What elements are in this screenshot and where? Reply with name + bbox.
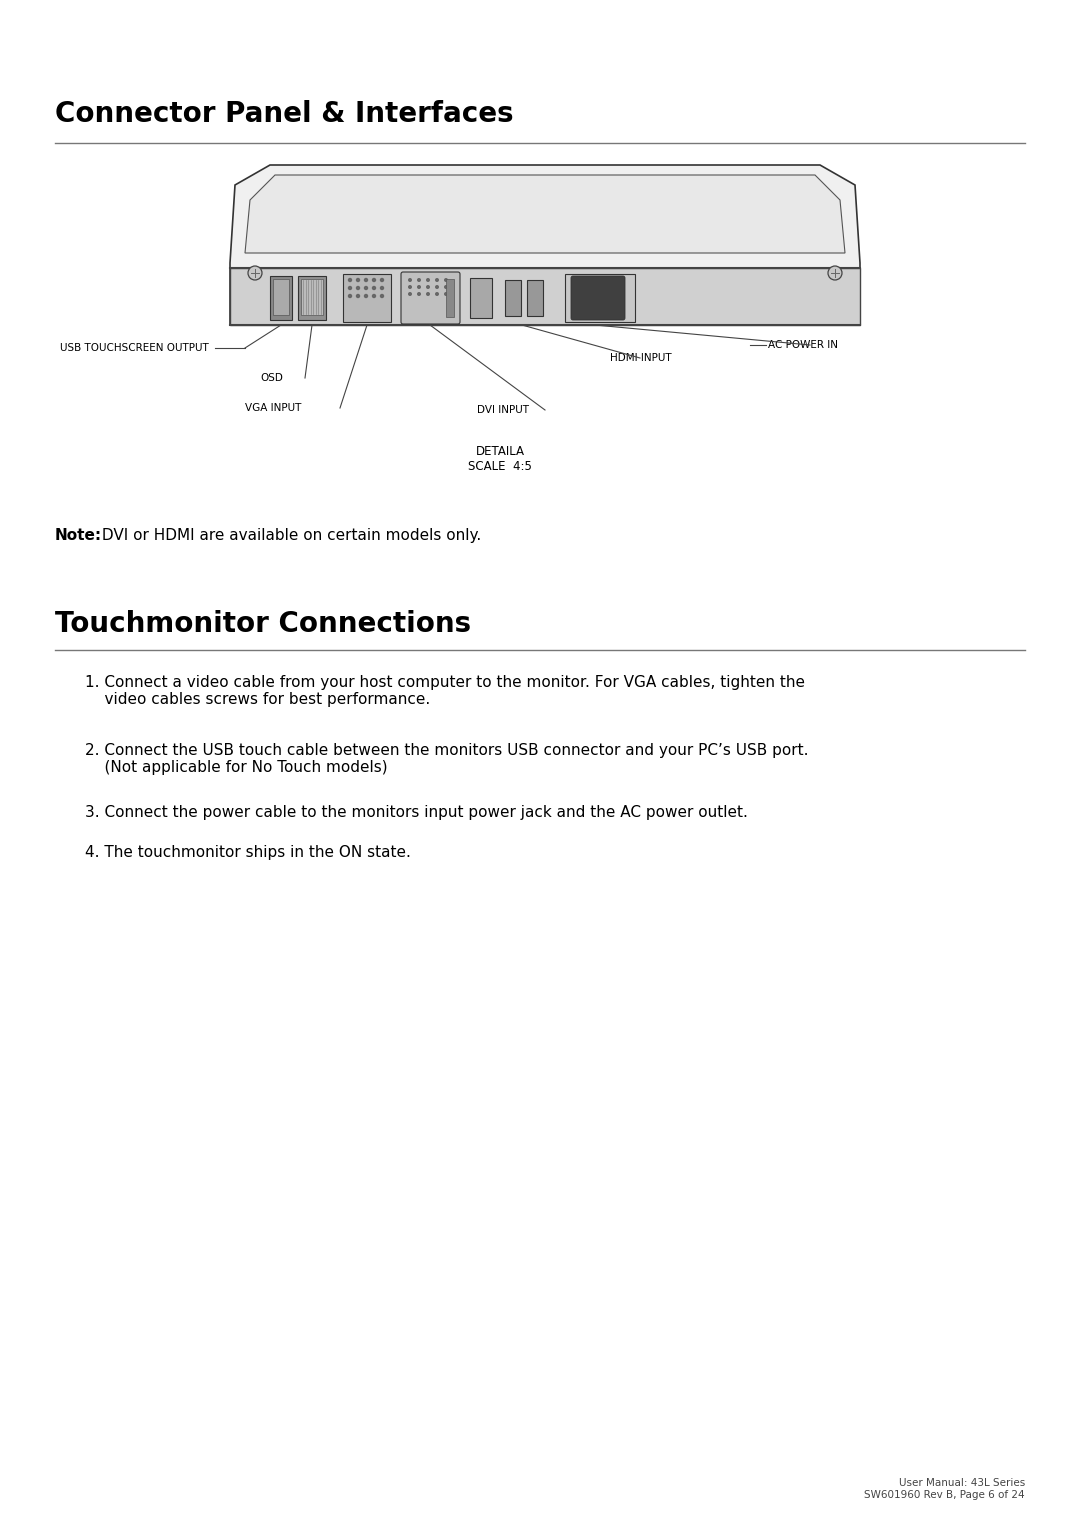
Circle shape [408,286,411,289]
Text: User Manual: 43L Series
SW601960 Rev B, Page 6 of 24: User Manual: 43L Series SW601960 Rev B, … [864,1479,1025,1500]
Bar [343,274,391,322]
Text: AC POWER IN: AC POWER IN [768,341,838,350]
Circle shape [380,278,384,283]
Circle shape [355,278,361,283]
FancyBboxPatch shape [571,277,625,319]
Bar [301,280,323,315]
Text: VGA INPUT: VGA INPUT [245,403,301,413]
Circle shape [408,278,411,283]
Bar [527,280,543,316]
Bar [446,280,454,316]
Text: OSD: OSD [260,373,283,384]
Circle shape [355,293,361,298]
Circle shape [248,266,262,280]
Circle shape [444,292,448,296]
Circle shape [426,278,430,283]
Text: DVI INPUT: DVI INPUT [477,405,529,416]
Text: Touchmonitor Connections: Touchmonitor Connections [55,610,471,639]
Circle shape [435,286,438,289]
Bar [470,278,492,318]
Circle shape [380,286,384,290]
Circle shape [348,286,352,290]
Text: 2. Connect the USB touch cable between the monitors USB connector and your PC’s : 2. Connect the USB touch cable between t… [85,743,809,775]
Circle shape [355,286,361,290]
Circle shape [417,278,421,283]
Circle shape [435,278,438,283]
Circle shape [444,286,448,289]
Text: 1. Connect a video cable from your host computer to the monitor. For VGA cables,: 1. Connect a video cable from your host … [85,675,805,707]
Bar [270,277,292,319]
Bar [230,267,860,325]
Circle shape [426,292,430,296]
Circle shape [426,286,430,289]
Polygon shape [230,165,860,325]
Polygon shape [245,176,845,254]
Text: 4. The touchmonitor ships in the ON state.: 4. The touchmonitor ships in the ON stat… [85,845,410,860]
Circle shape [828,266,842,280]
Text: DETAILA
SCALE  4:5: DETAILA SCALE 4:5 [468,445,532,474]
Circle shape [372,293,376,298]
Circle shape [417,286,421,289]
Bar [273,280,289,315]
Text: 3. Connect the power cable to the monitors input power jack and the AC power out: 3. Connect the power cable to the monito… [85,805,747,821]
Circle shape [364,293,368,298]
Circle shape [417,292,421,296]
Circle shape [408,292,411,296]
Text: Connector Panel & Interfaces: Connector Panel & Interfaces [55,99,514,128]
Bar [565,274,635,322]
Circle shape [348,293,352,298]
Circle shape [364,278,368,283]
Circle shape [435,292,438,296]
FancyBboxPatch shape [401,272,460,324]
Bar [505,280,521,316]
Circle shape [372,278,376,283]
Text: Note:: Note: [55,529,103,542]
Text: HDMI INPUT: HDMI INPUT [610,353,672,364]
Circle shape [364,286,368,290]
Circle shape [444,278,448,283]
Circle shape [348,278,352,283]
Bar [298,277,326,319]
Text: USB TOUCHSCREEN OUTPUT: USB TOUCHSCREEN OUTPUT [60,342,208,353]
Circle shape [380,293,384,298]
Text: DVI or HDMI are available on certain models only.: DVI or HDMI are available on certain mod… [97,529,482,542]
Circle shape [372,286,376,290]
